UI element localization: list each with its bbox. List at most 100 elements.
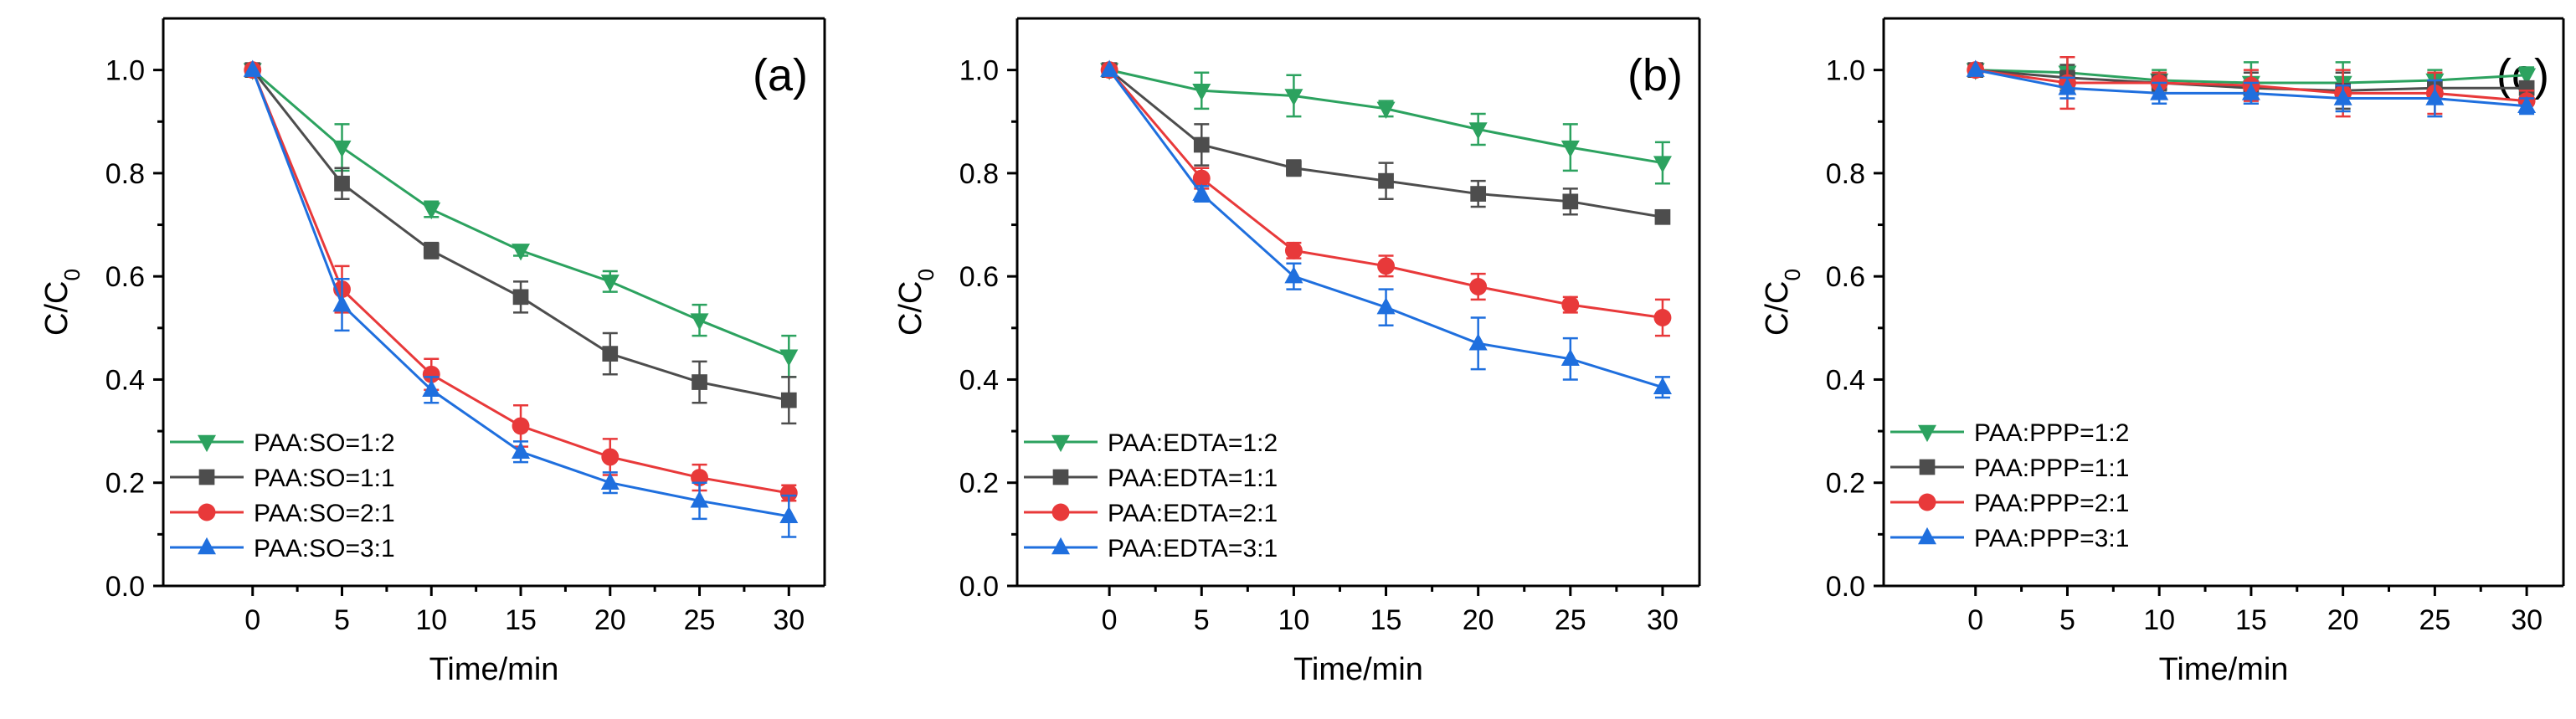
- legend: PAA:EDTA=1:2 PAA:EDTA=1:1 PAA:EDTA=2:1 PAA:…: [1024, 429, 1278, 562]
- y-tick-label: 0.2: [1826, 468, 1865, 500]
- y-tick-label: 0.4: [1826, 364, 1865, 396]
- y-tick-label: 0.4: [105, 364, 145, 396]
- x-tick-label: 0: [1102, 604, 1118, 636]
- y-tick-label: 0.2: [105, 468, 145, 500]
- x-tick-label: 5: [1194, 604, 1210, 636]
- x-axis-title: Time/min: [429, 652, 559, 687]
- data-point: [1378, 172, 1394, 189]
- legend-label: PAA:SO=2:1: [254, 500, 395, 527]
- data-point: [780, 392, 797, 408]
- x-tick-label: 20: [594, 604, 626, 636]
- data-point: [512, 441, 531, 459]
- x-tick-label: 25: [2419, 604, 2450, 636]
- data-point: [243, 59, 262, 77]
- x-tick-label: 0: [1967, 604, 1983, 636]
- data-point: [512, 417, 530, 435]
- legend-marker: [1051, 537, 1070, 555]
- data-point: [1468, 122, 1488, 140]
- legend-marker: [198, 503, 216, 521]
- y-tick-label: 0.4: [959, 364, 999, 396]
- data-point: [2333, 88, 2352, 105]
- x-tick-label: 0: [244, 604, 260, 636]
- legend-label: PAA:EDTA=1:1: [1108, 465, 1278, 492]
- y-tick-label: 0.6: [959, 261, 999, 293]
- legend-label: PAA:SO=3:1: [254, 535, 395, 562]
- data-point: [2058, 78, 2077, 95]
- x-tick-label: 25: [684, 604, 716, 636]
- y-axis-title: C/C0: [39, 269, 85, 336]
- legend-marker: [1918, 424, 1936, 443]
- legend-label: PAA:EDTA=1:2: [1108, 429, 1278, 457]
- series-green: [243, 63, 799, 378]
- legend-marker: [1918, 526, 1936, 545]
- legend-label: PAA:PPP=3:1: [1974, 525, 2129, 552]
- data-point: [2517, 95, 2537, 114]
- y-tick-label: 0.8: [959, 158, 999, 190]
- data-point: [1284, 241, 1303, 259]
- panel-label: (a): [753, 50, 808, 100]
- data-point: [1653, 156, 1672, 173]
- y-tick-label: 1.0: [959, 55, 999, 87]
- data-point: [2241, 83, 2260, 100]
- data-point: [334, 175, 350, 192]
- data-point: [690, 313, 709, 331]
- x-tick-label: 20: [1463, 604, 1494, 636]
- y-tick-label: 0.6: [105, 261, 145, 293]
- data-point: [512, 244, 531, 261]
- data-point: [692, 374, 707, 390]
- legend-marker: [1051, 434, 1070, 453]
- data-point: [1561, 295, 1580, 314]
- data-point: [2518, 80, 2535, 96]
- y-tick-label: 0.8: [105, 158, 145, 190]
- x-tick-label: 30: [2511, 604, 2543, 636]
- x-tick-label: 30: [773, 604, 805, 636]
- data-point: [1286, 160, 1302, 177]
- data-point: [602, 346, 619, 362]
- legend-label: PAA:PPP=1:2: [1974, 419, 2129, 447]
- y-tick-label: 0.8: [1826, 158, 1865, 190]
- legend-marker: [198, 434, 216, 453]
- data-point: [1284, 266, 1303, 284]
- legend: PAA:SO=1:2 PAA:SO=1:1 PAA:SO=2:1 PAA:SO=3:1: [170, 429, 395, 562]
- legend-label: PAA:PPP=1:1: [1974, 455, 2129, 482]
- x-tick-label: 15: [2235, 604, 2267, 636]
- y-tick-label: 0.0: [959, 571, 999, 603]
- data-point: [1966, 59, 1985, 77]
- legend-label: PAA:EDTA=3:1: [1108, 535, 1278, 562]
- data-point: [1468, 333, 1488, 351]
- series-gray: [244, 62, 797, 425]
- x-tick-label: 10: [415, 604, 447, 636]
- data-point: [1561, 348, 1580, 367]
- x-tick-label: 10: [1278, 604, 1309, 636]
- y-tick-label: 0.0: [105, 571, 145, 603]
- data-point: [422, 202, 441, 220]
- y-tick-label: 0.2: [959, 468, 999, 500]
- x-tick-label: 15: [1370, 604, 1402, 636]
- legend-label: PAA:PPP=2:1: [1974, 490, 2129, 517]
- x-axis-title: Time/min: [1293, 652, 1423, 687]
- y-tick-label: 0.0: [1826, 571, 1865, 603]
- data-point: [1654, 208, 1671, 225]
- chart-panel-c: 0 5 10 15 20 25 30 0.0 0.2 0.4 0.6 0.8 1.0 Time/min C/…: [1760, 17, 2565, 687]
- data-point: [779, 484, 798, 502]
- data-point: [512, 289, 529, 306]
- data-point: [1284, 89, 1303, 106]
- x-tick-label: 15: [505, 604, 537, 636]
- legend-marker: [1918, 493, 1936, 511]
- series-line: [251, 69, 789, 402]
- data-point: [1653, 309, 1672, 326]
- data-point: [423, 243, 440, 259]
- data-point: [779, 506, 799, 524]
- legend-marker: [1052, 469, 1069, 485]
- data-point: [1376, 297, 1396, 315]
- chart-panel-a: 0 5 10 15 20 25 30 0.0 0.2 0.4 0.6 0.8 1.0 Time/min C/…: [39, 17, 826, 687]
- y-tick-label: 0.6: [1826, 261, 1865, 293]
- data-point: [1192, 183, 1211, 201]
- panel-label: (b): [1627, 50, 1683, 100]
- data-point: [1653, 377, 1672, 394]
- data-point: [2425, 88, 2445, 105]
- y-tick-label: 1.0: [1826, 55, 1865, 87]
- data-point: [690, 490, 709, 508]
- x-tick-label: 30: [1647, 604, 1679, 636]
- y-tick-label: 1.0: [105, 55, 145, 87]
